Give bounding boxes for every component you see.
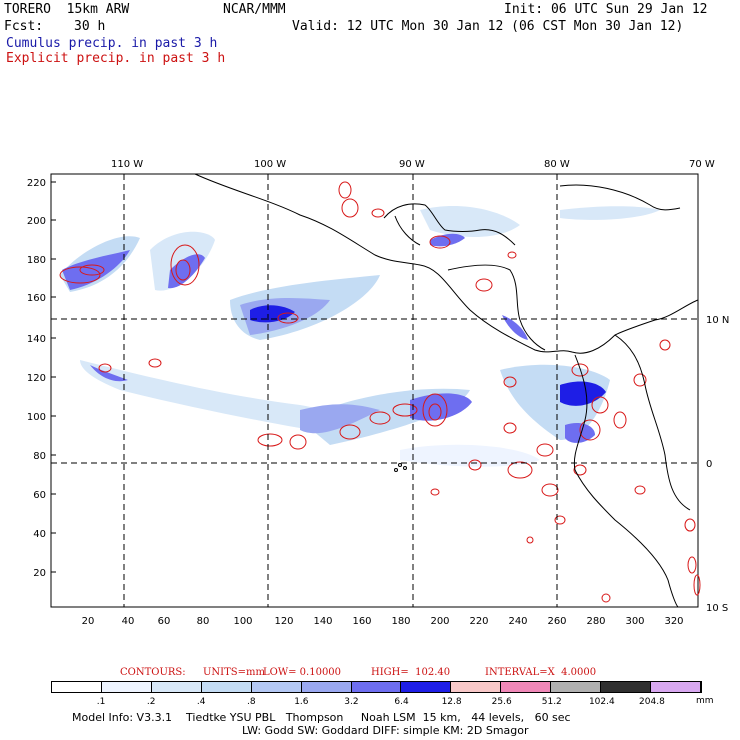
color-legend-swatch <box>451 682 502 692</box>
color-legend-swatch <box>401 682 452 692</box>
x-tick: 240 <box>508 616 527 627</box>
x-tick: 80 <box>197 616 210 627</box>
y-tick: 100 <box>27 412 46 423</box>
color-legend-label: 12.8 <box>441 697 462 707</box>
x-tick: 20 <box>82 616 95 627</box>
x-tick: 140 <box>313 616 332 627</box>
x-tick: 120 <box>274 616 293 627</box>
model-physics: LW: Godd SW: Goddard DIFF: simple KM: 2D… <box>242 724 529 737</box>
contours-interval: INTERVAL=X 4.0000 <box>485 667 597 678</box>
lat-label-10s: 10 S <box>706 603 728 614</box>
y-tick: 140 <box>27 334 46 345</box>
lon-label-70w: 70 W <box>689 159 715 170</box>
color-legend-swatch <box>151 682 202 692</box>
axis-ticks <box>51 181 56 573</box>
x-tick: 260 <box>547 616 566 627</box>
color-legend-label: 204.8 <box>639 697 665 707</box>
x-tick: 300 <box>625 616 644 627</box>
y-tick: 120 <box>27 373 46 384</box>
color-legend-swatch <box>651 682 701 692</box>
lon-label-80w: 80 W <box>544 159 570 170</box>
color-legend-label: 25.6 <box>491 697 512 707</box>
y-tick: 80 <box>33 451 46 462</box>
lat-label-0: 0 <box>706 459 712 470</box>
color-legend-swatch <box>551 682 602 692</box>
color-legend <box>51 681 702 693</box>
color-legend-swatch <box>251 682 302 692</box>
x-tick: 280 <box>586 616 605 627</box>
color-legend-swatch <box>351 682 402 692</box>
model-info: Model Info: V3.3.1 Tiedtke YSU PBL Thomp… <box>72 711 571 724</box>
model-title: TORERO 15km ARW <box>4 2 130 17</box>
lat-label-10n: 10 N <box>706 315 729 326</box>
x-tick: 200 <box>430 616 449 627</box>
y-tick: 200 <box>27 216 46 227</box>
y-tick: 40 <box>33 529 46 540</box>
x-tick: 180 <box>391 616 410 627</box>
forecast-hours: 30 h <box>74 19 106 34</box>
x-tick: 60 <box>158 616 171 627</box>
contours-high: HIGH= 102.40 <box>371 667 451 678</box>
x-tick: 40 <box>122 616 135 627</box>
init-time: Init: 06 UTC Sun 29 Jan 12 <box>504 2 708 17</box>
y-tick: 160 <box>27 293 46 304</box>
color-legend-label: 102.4 <box>588 697 615 707</box>
contours-label: CONTOURS: <box>120 667 186 678</box>
color-legend-label: .1 <box>96 697 106 707</box>
lon-label-90w: 90 W <box>399 159 425 170</box>
color-legend-labels: .1 .2 .4 .8 1.6 3.2 6.4 12.8 25.6 51.2 102.4 204.8 <box>51 697 702 709</box>
color-legend-label: 3.2 <box>344 697 359 707</box>
org-label: NCAR/MMM <box>223 2 286 17</box>
valid-time: Valid: 12 UTC Mon 30 Jan 12 (06 CST Mon … <box>292 19 684 34</box>
color-legend-swatch <box>301 682 352 692</box>
color-legend-label: 6.4 <box>394 697 409 707</box>
color-legend-swatch <box>52 682 102 692</box>
lon-label-110w: 110 W <box>111 159 143 170</box>
forecast-label: Fcst: <box>4 19 44 34</box>
contours-low: LOW= 0.10000 <box>263 667 342 678</box>
x-tick: 320 <box>664 616 683 627</box>
y-tick: 20 <box>33 568 46 579</box>
color-legend-label: .2 <box>146 697 156 707</box>
color-legend-label: .8 <box>247 697 256 707</box>
x-tick: 220 <box>469 616 488 627</box>
color-legend-swatch <box>601 682 652 692</box>
color-legend-label: 51.2 <box>541 697 562 707</box>
x-tick: 100 <box>233 616 252 627</box>
colorbar-unit: mm <box>696 696 714 706</box>
color-legend-swatch <box>201 682 252 692</box>
y-tick: 180 <box>27 255 46 266</box>
x-tick: 160 <box>352 616 371 627</box>
explicit-precip-contours <box>59 181 701 603</box>
color-legend-label: .4 <box>196 697 206 707</box>
field-cumulus-title: Cumulus precip. in past 3 h <box>6 36 218 51</box>
lat-lon-grid <box>51 174 698 607</box>
y-tick: 60 <box>33 490 46 501</box>
contours-units: UNITS=mm <box>203 667 265 678</box>
color-legend-label: 1.6 <box>294 697 309 707</box>
lon-label-100w: 100 W <box>254 159 286 170</box>
color-legend-swatch <box>101 682 152 692</box>
y-tick: 220 <box>27 178 46 189</box>
field-explicit-title: Explicit precip. in past 3 h <box>6 51 226 66</box>
coastlines <box>194 173 699 608</box>
color-legend-swatch <box>501 682 552 692</box>
